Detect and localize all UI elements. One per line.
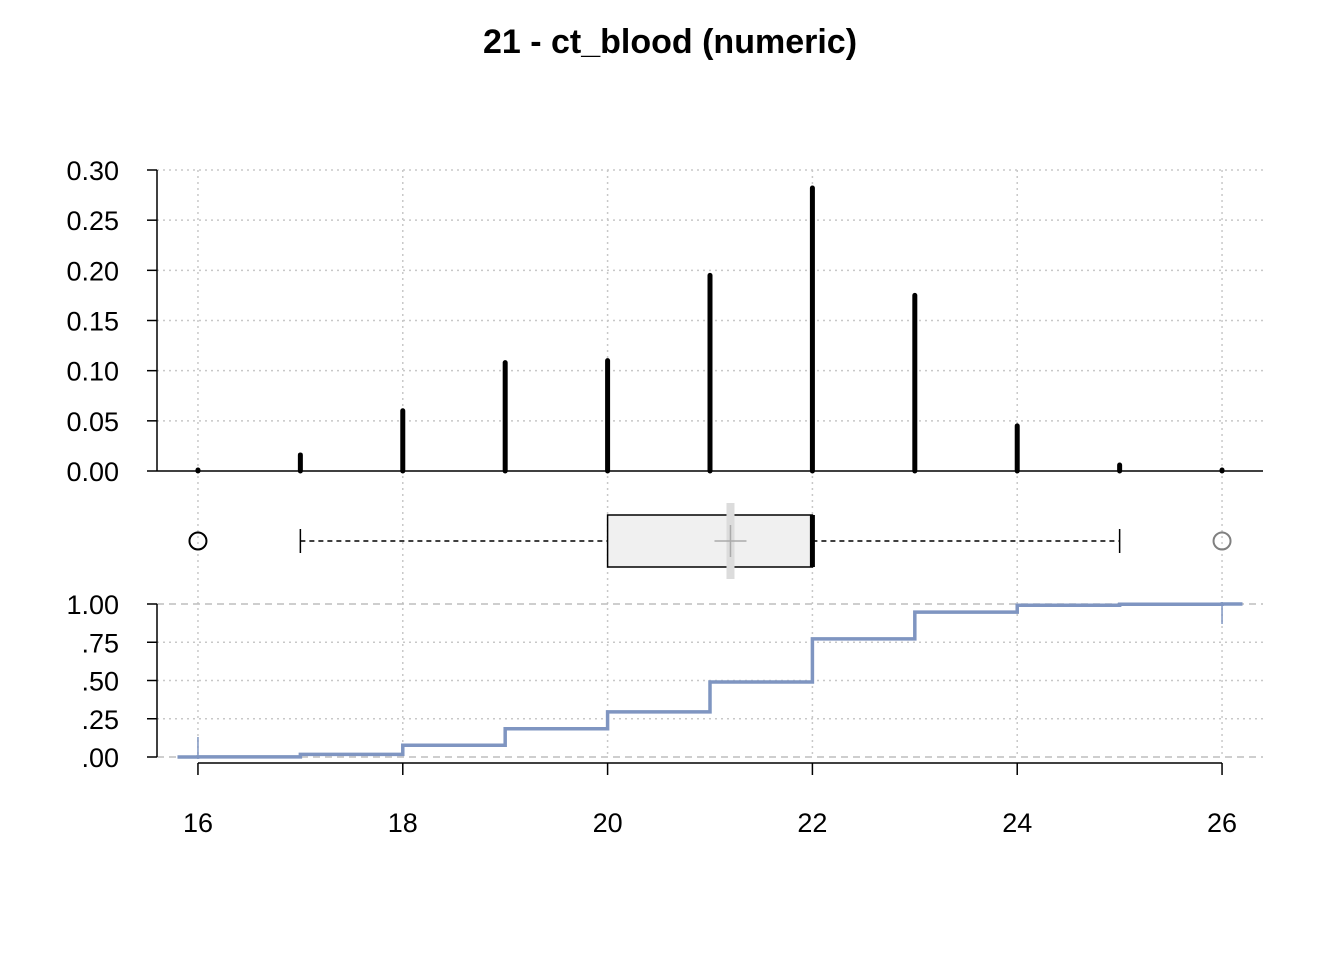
cdf-y-tick-label: .75 [81, 628, 119, 658]
cdf-y-tick-label: .50 [81, 667, 119, 697]
cdf-panel: .00 .25 .50 .75 1.00 [66, 590, 1243, 773]
x-tick-label: 22 [797, 808, 827, 838]
boxplot-panel [188, 503, 1232, 579]
freq-y-tick-label: 0.05 [66, 407, 119, 437]
outlier-point [188, 531, 208, 551]
cdf-step-line [177, 602, 1243, 759]
x-tick-label: 16 [183, 808, 213, 838]
freq-y-tick-label: 0.30 [66, 156, 119, 186]
frequency-panel: 0.00 0.05 0.10 0.15 0.20 0.25 0.30 [66, 156, 1263, 487]
freq-y-tick-label: 0.20 [66, 256, 119, 286]
x-tick-label: 26 [1207, 808, 1237, 838]
freq-y-tick-label: 0.15 [66, 307, 119, 337]
x-axis: 16 18 20 22 24 26 [183, 762, 1237, 838]
freq-y-tick-label: 0.10 [66, 357, 119, 387]
x-tick-label: 18 [388, 808, 418, 838]
x-tick-label: 24 [1002, 808, 1032, 838]
chart-title: 21 - ct_blood (numeric) [483, 23, 857, 61]
cdf-y-tick-label: 1.00 [66, 590, 119, 620]
box [606, 514, 814, 568]
outlier-point [1212, 531, 1232, 551]
cdf-y-tick-label: .25 [81, 705, 119, 735]
cdf-y-tick-label: .00 [81, 743, 119, 773]
freq-y-tick-label: 0.00 [66, 457, 119, 487]
x-tick-label: 20 [593, 808, 623, 838]
freq-y-tick-label: 0.25 [66, 206, 119, 236]
